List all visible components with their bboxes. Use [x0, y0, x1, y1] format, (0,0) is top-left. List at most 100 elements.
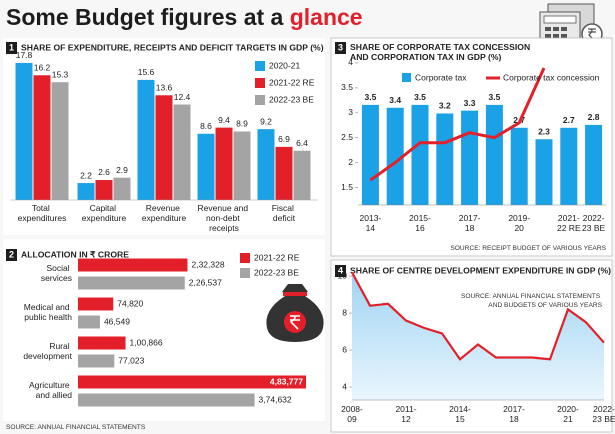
data-label: 4,83,777	[270, 376, 303, 386]
bar	[78, 297, 114, 311]
legend-label: 2021-22 RE	[254, 252, 300, 262]
category-label: Agriculture and allied	[29, 380, 72, 400]
data-label: 16.2	[34, 63, 51, 73]
data-label: 12.4	[174, 92, 191, 102]
bar	[461, 110, 479, 205]
data-label: 6.9	[278, 134, 290, 144]
bar	[197, 133, 215, 200]
bar	[233, 131, 251, 200]
bar	[155, 95, 173, 200]
category-label: Revenue and non-debt receipts	[198, 203, 251, 233]
data-label: 15.3	[52, 69, 69, 79]
bar	[411, 104, 429, 205]
category-label: Capital expenditure	[82, 203, 127, 223]
data-label: 2,32,328	[191, 259, 224, 269]
bar	[386, 107, 404, 205]
category-label: Revenue expenditure	[142, 203, 187, 223]
category-label: Total expenditures	[18, 203, 67, 223]
data-label: 8.9	[236, 119, 248, 129]
category-label: Social services	[41, 263, 72, 283]
bar	[535, 139, 553, 205]
y-tick-label: 4	[348, 57, 353, 67]
section-number-box	[335, 265, 346, 277]
data-label: 2.8	[588, 112, 600, 122]
category-label: Rural development	[23, 341, 72, 361]
legend-label: 2020-21	[269, 60, 300, 70]
legend-swatch	[255, 61, 265, 71]
x-tick-label: 2022-23 BE	[592, 404, 615, 424]
bar	[77, 183, 95, 200]
data-label: 3.2	[439, 101, 451, 111]
bar	[560, 127, 578, 205]
data-label: 3.5	[414, 92, 426, 102]
legend-swatch	[255, 95, 265, 105]
line	[351, 271, 605, 361]
category-label: Fiscal deficit	[272, 203, 297, 223]
data-label: 3.3	[464, 98, 476, 108]
x-tick-label: 2013-14	[360, 213, 382, 233]
category-label: Medical and public health	[24, 302, 72, 322]
chart-title: ALLOCATION IN ₹ CRORE	[21, 249, 129, 259]
bar	[33, 75, 51, 200]
bar	[113, 177, 131, 200]
x-tick-label: 2022-23 BE	[582, 213, 605, 233]
title-highlight: glance	[290, 4, 363, 30]
data-label: 77,023	[118, 355, 144, 365]
x-tick-label: 2017-18	[503, 404, 525, 424]
legend-label: 2022-23 BE	[269, 94, 314, 104]
chart-title: SHARE OF CORPORATE TAX CONCESSION AND CO…	[350, 42, 533, 62]
data-label: 9.4	[218, 115, 230, 125]
y-tick-label: 6	[342, 344, 347, 354]
data-label: 2.6	[98, 167, 110, 177]
data-label: 2.7	[563, 115, 575, 125]
bar	[485, 104, 503, 205]
y-tick-label: 2	[348, 157, 353, 167]
y-tick-label: 1.5	[341, 182, 353, 192]
bar	[436, 113, 454, 205]
section-number-box	[6, 42, 17, 54]
line	[369, 67, 546, 182]
x-tick-label: 2015-16	[409, 213, 431, 233]
data-label: 1,00,866	[130, 337, 163, 347]
legend-swatch	[402, 73, 411, 82]
bar	[78, 375, 306, 389]
y-tick-label: 3	[348, 107, 353, 117]
bar	[361, 104, 379, 205]
data-label: 3.5	[488, 92, 500, 102]
data-label: 9.2	[260, 116, 272, 126]
bar	[78, 354, 115, 368]
y-tick-label: 3.5	[341, 82, 353, 92]
bar	[257, 129, 275, 200]
bar	[173, 104, 191, 200]
title-main: Some Budget figures at a	[6, 4, 284, 30]
data-label: 3.5	[364, 92, 376, 102]
bar	[78, 258, 188, 272]
money-bag-icon	[266, 284, 324, 342]
y-tick-label: 2.5	[341, 132, 353, 142]
bar	[78, 276, 185, 290]
data-label: 13.6	[156, 83, 173, 93]
data-label: 3.4	[389, 95, 401, 105]
source-note: SOURCE: ANNUAL FINANCIAL STATEMENTS	[6, 424, 146, 431]
section-number: 4	[338, 265, 343, 275]
legend-swatch	[240, 253, 250, 263]
x-tick-label: 2017-18	[459, 213, 481, 233]
section-number-box	[6, 249, 17, 261]
source-note: SOURCE: ANNUAL FINANCIAL STATEMENTS AND …	[461, 293, 603, 309]
bar	[95, 179, 113, 200]
bar	[293, 150, 311, 200]
legend-label: Corporate tax concession	[503, 72, 600, 82]
section-number-box	[335, 42, 346, 54]
data-label: 8.6	[200, 121, 212, 131]
section-number: 1	[9, 42, 14, 52]
page-title: Some Budget figures at a glance	[6, 4, 363, 30]
data-label: 6.4	[296, 138, 308, 148]
x-tick-label: 2020-21	[557, 404, 579, 424]
y-tick-label: 10	[338, 270, 348, 280]
chart-title: SHARE OF CENTRE DEVELOPMENT EXPENDITURE …	[350, 265, 611, 275]
bar	[275, 146, 293, 200]
bar	[585, 124, 603, 205]
legend-swatch	[240, 268, 250, 278]
bar	[510, 127, 528, 205]
